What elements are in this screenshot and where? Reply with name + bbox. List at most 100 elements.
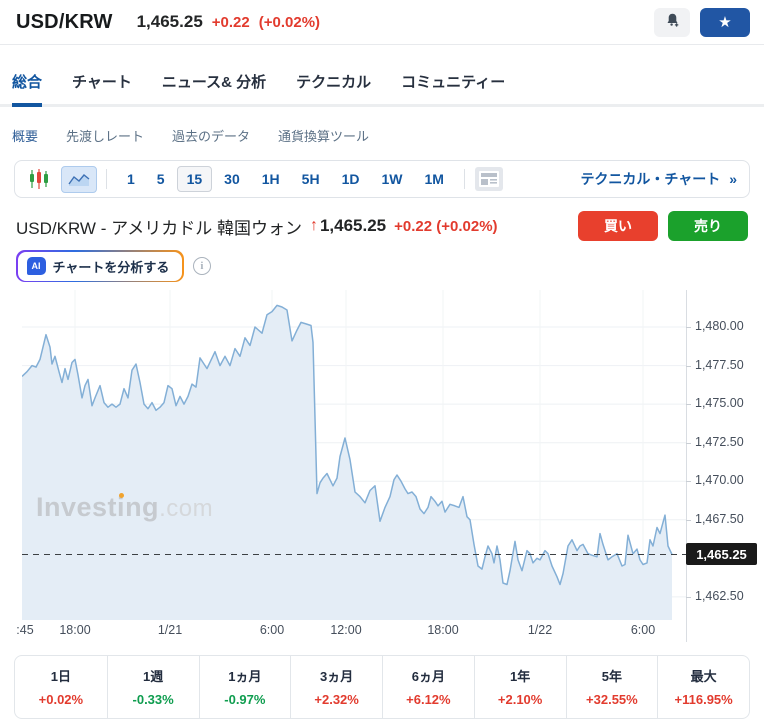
perf-cell-5: 6ヵ月 +6.12%	[382, 656, 474, 718]
perf-change-value: +6.12%	[406, 692, 451, 707]
star-icon: ★	[718, 14, 732, 31]
perf-change-value: -0.33%	[132, 692, 174, 707]
ai-label: チャートを分析する	[52, 259, 170, 275]
x-axis-tick: 6:00	[630, 623, 656, 637]
toolbar-divider	[106, 169, 107, 189]
perf-change-value: +0.02%	[38, 692, 84, 707]
timeframe-5[interactable]: 5	[147, 166, 175, 192]
chevron-double-right-icon: »	[729, 171, 737, 187]
y-axis-tick: 1,472.50	[686, 435, 744, 449]
x-axis-tick: 18:00	[427, 623, 459, 637]
perf-change-value: +2.10%	[497, 692, 543, 707]
x-axis-tick: :45	[16, 623, 34, 637]
sell-button[interactable]: 売り	[668, 211, 748, 241]
tab-news-analysis[interactable]: ニュース& 分析	[161, 74, 267, 91]
subnav-forward-rates[interactable]: 先渡しレート	[66, 129, 145, 144]
instrument-change: +0.22	[211, 13, 250, 31]
chart-toolbar: 1 5 15 30 1H 5H 1D 1W 1M テクニカル・チャート »	[14, 160, 750, 198]
perf-period-label: 1日	[50, 669, 71, 684]
buy-button[interactable]: 買い	[578, 211, 658, 241]
instrument-price: 1,465.25	[136, 12, 203, 31]
ai-badge-icon: AI	[26, 257, 46, 275]
perf-change-value: -0.97%	[224, 692, 266, 707]
tab-bar: 総合 チャート ニュース& 分析 テクニカル コミュニティー	[0, 45, 764, 107]
analyze-chart-ai-button[interactable]: AI チャートを分析する	[16, 250, 184, 282]
perf-cell-8: 最大 +116.95%	[657, 656, 749, 718]
x-axis-tick: 1/22	[527, 623, 553, 637]
bell-plus-icon	[664, 12, 681, 32]
perf-period-label: 6ヵ月	[411, 669, 445, 684]
perf-cell-3: 1ヵ月 -0.97%	[198, 656, 291, 718]
x-axis-tick: 1/21	[157, 623, 183, 637]
x-axis-tick: 18:00	[59, 623, 91, 637]
chart-header: USD/KRW - アメリカドル 韓国ウォン ↑ 1,465.25 +0.22 …	[0, 198, 764, 241]
perf-period-label: 1ヵ月	[228, 669, 262, 684]
watermark-text: ng	[125, 492, 160, 522]
ai-pill-inner: AI チャートを分析する	[17, 251, 183, 281]
perf-period-label: 1年	[510, 669, 531, 684]
perf-cell-4: 3ヵ月 +2.32%	[290, 656, 382, 718]
perf-change-value: +2.32%	[314, 692, 359, 707]
x-axis-tick: 6:00	[259, 623, 285, 637]
timeframe-1[interactable]: 1	[117, 166, 145, 192]
timeframe-15[interactable]: 15	[176, 166, 213, 192]
perf-cell-2: 1週 -0.33%	[106, 656, 199, 718]
perf-period-label: 3ヵ月	[320, 669, 354, 684]
chart-price: 1,465.25	[319, 216, 387, 235]
timeframe-1h[interactable]: 1H	[252, 166, 290, 192]
timeframe-group: 1 5 15 30 1H 5H 1D 1W 1M	[116, 166, 455, 192]
perf-period-label: 最大	[690, 669, 717, 684]
candlestick-chart-icon[interactable]	[23, 166, 55, 193]
price-chart: 1,480.00 1,477.50 1,475.00 1,472.50 1,470.00…	[0, 287, 764, 645]
chart-title: USD/KRW - アメリカドル 韓国ウォン	[16, 218, 302, 238]
perf-cell-6: 1年 +2.10%	[473, 656, 566, 718]
subnav-historical-data[interactable]: 過去のデータ	[172, 129, 251, 144]
toolbar-divider	[463, 169, 465, 189]
watermark-orange-dot: i	[117, 492, 126, 522]
perf-cell-7: 5年 +32.55%	[565, 656, 658, 718]
add-to-watchlist-button[interactable]: ★	[700, 7, 750, 37]
y-axis-line	[686, 290, 687, 642]
technical-chart-link-label: テクニカル・チャート	[580, 171, 721, 187]
y-axis-labels: 1,480.00 1,477.50 1,475.00 1,472.50 1,470.00…	[686, 290, 764, 620]
y-axis-tick: 1,467.50	[686, 512, 744, 526]
price-chart-canvas[interactable]	[22, 290, 686, 620]
y-axis-tick: 1,477.50	[686, 358, 744, 372]
up-arrow-icon: ↑	[309, 217, 318, 234]
y-axis-tick: 1,480.00	[686, 319, 744, 333]
instrument-symbol: USD/KRW	[16, 10, 113, 33]
tab-technical[interactable]: テクニカル	[296, 74, 372, 91]
timeframe-5h[interactable]: 5H	[292, 166, 330, 192]
performance-table: 1日 +0.02% 1週 -0.33% 1ヵ月 -0.97% 3ヵ月 +2.32% 6ヵ月 +6.…	[14, 655, 750, 719]
timeframe-1m[interactable]: 1M	[414, 166, 453, 192]
watermark-text: Invest	[36, 492, 118, 522]
timeframe-30[interactable]: 30	[214, 166, 250, 192]
instrument-header: USD/KRW 1,465.25 +0.22 (+0.02%) ★	[0, 0, 764, 45]
create-alert-button[interactable]	[654, 7, 690, 37]
investing-watermark: Investing.com	[36, 492, 213, 523]
perf-change-value: +32.55%	[586, 692, 638, 707]
y-axis-tick: 1,462.50	[686, 589, 744, 603]
tab-chart[interactable]: チャート	[72, 74, 132, 91]
x-axis-labels: :45 18:00 1/21 6:00 12:00 18:00 1/22 6:00	[16, 623, 686, 641]
timeframe-1w[interactable]: 1W	[371, 166, 412, 192]
tab-overview[interactable]: 総合	[12, 71, 43, 107]
perf-period-label: 1週	[143, 669, 164, 684]
subnav-bar: 概要 先渡しレート 過去のデータ 通貨換算ツール	[0, 107, 764, 160]
ai-row: AI チャートを分析する i	[0, 241, 764, 287]
current-price-tag: 1,465.25	[686, 543, 757, 565]
area-chart-icon[interactable]	[61, 165, 97, 193]
technical-chart-link[interactable]: テクニカル・チャート »	[580, 169, 737, 189]
info-icon[interactable]: i	[192, 257, 211, 275]
y-axis-tick: 1,470.00	[686, 473, 744, 487]
tab-community[interactable]: コミュニティー	[401, 74, 506, 91]
subnav-overview[interactable]: 概要	[12, 129, 39, 144]
timeframe-1d[interactable]: 1D	[332, 166, 370, 192]
watermark-suffix: .com	[159, 495, 214, 522]
x-axis-tick: 12:00	[330, 623, 362, 637]
news-panel-icon[interactable]	[474, 166, 504, 192]
subnav-currency-converter[interactable]: 通貨換算ツール	[278, 129, 370, 144]
chart-change: +0.22 (+0.02%)	[394, 217, 498, 235]
perf-period-label: 5年	[601, 669, 622, 684]
perf-change-value: +116.95%	[674, 692, 733, 707]
